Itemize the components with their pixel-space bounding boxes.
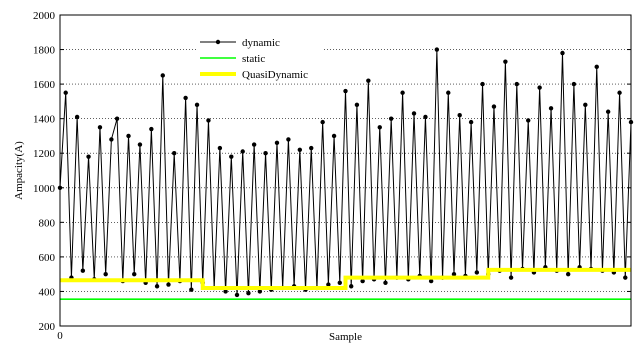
data-point-dynamic [337,280,342,286]
data-point-dynamic [354,102,360,108]
legend-label-quasidynamic: QuasiDynamic [242,69,308,81]
y-tick-label: 400 [39,286,56,298]
data-point-dynamic [583,102,588,108]
legend-marker-dynamic [215,39,221,45]
x-axis-label: Sample [329,331,362,343]
data-point-dynamic [411,111,417,116]
y-tick-label: 600 [39,252,56,264]
data-point-dynamic [223,289,228,294]
data-point-dynamic [508,275,514,280]
data-point-dynamic [137,142,143,147]
data-point-dynamic [388,116,394,121]
series-layer [57,47,634,301]
data-point-dynamic [617,90,622,95]
data-point-dynamic [234,292,240,298]
data-point-dynamic [503,59,508,64]
data-point-dynamic [229,154,234,159]
data-point-dynamic [526,118,531,123]
data-point-dynamic [457,113,462,118]
data-point-dynamic [548,106,554,111]
data-point-dynamic [309,145,314,151]
data-point-dynamic [565,271,571,277]
y-tick-label: 1400 [33,114,56,126]
data-point-dynamic [126,133,131,139]
data-point-dynamic [366,78,371,83]
data-point-dynamic [183,95,188,101]
data-point-dynamic [149,126,154,132]
data-point-dynamic [172,151,177,156]
data-point-dynamic [623,275,628,280]
data-point-dynamic [514,81,519,87]
data-point-dynamic [343,88,348,94]
data-point-dynamic [160,73,165,78]
data-point-dynamic [263,151,268,156]
data-point-dynamic [605,109,611,114]
y-axis-label: Ampacity(A) [13,141,25,200]
data-point-dynamic [132,271,137,277]
y-tick-label: 2000 [33,10,56,22]
data-point-dynamic [246,290,251,296]
data-point-dynamic [434,47,440,52]
data-point-dynamic [286,137,291,142]
data-point-dynamic [360,278,365,284]
data-point-dynamic [97,125,103,130]
data-point-dynamic [154,284,160,289]
data-point-dynamic [86,154,91,159]
y-tick-label: 1800 [33,45,56,57]
data-point-dynamic [537,85,542,90]
data-point-dynamic [189,287,194,292]
data-point-dynamic [480,81,485,87]
y-tick-label: 1000 [33,183,56,195]
data-point-dynamic [468,119,474,125]
data-point-dynamic [571,81,577,87]
data-point-dynamic [320,119,325,125]
data-point-dynamic [594,64,599,70]
y-tick-label: 800 [39,217,56,229]
data-point-dynamic [217,145,223,151]
x-tick-label: 0 [57,330,63,342]
data-point-dynamic [257,289,263,294]
y-ticks: 200 400 600 800 1000 1200 1400 1600 1800 2000 [33,10,631,333]
data-point-dynamic [206,118,211,123]
data-point-dynamic [297,147,303,152]
data-point-dynamic [446,90,451,95]
data-point-dynamic [491,104,497,109]
data-point-dynamic [63,90,68,95]
data-point-dynamic [109,137,114,142]
data-point-dynamic [274,140,280,146]
y-tick-label: 200 [39,321,56,333]
data-point-dynamic [349,284,354,289]
plot-frame [59,14,632,327]
legend-label-static: static [242,53,265,65]
data-point-dynamic [451,271,457,277]
legend: dynamic static QuasiDynamic [196,32,324,82]
data-point-dynamic [377,125,382,130]
data-point-dynamic [103,271,108,277]
legend-label-dynamic: dynamic [242,37,280,49]
data-point-dynamic [474,270,480,275]
data-point-dynamic [423,114,428,120]
data-point-dynamic [560,50,565,56]
data-point-dynamic [331,133,337,139]
data-point-dynamic [251,142,257,147]
data-point-dynamic [166,282,171,287]
data-point-dynamic [240,149,245,154]
data-point-dynamic [326,282,331,287]
data-point-dynamic [114,116,120,121]
grid [60,49,631,292]
data-point-dynamic [80,268,86,273]
plot-area [60,15,631,326]
data-point-dynamic [383,280,388,286]
y-tick-label: 1600 [33,79,56,91]
y-tick-label: 1200 [33,148,56,160]
x-ticks: 0 [57,330,63,342]
series-line-quasidynamic [60,267,631,290]
data-point-dynamic [74,114,80,120]
data-point-dynamic [428,278,434,284]
data-point-dynamic [194,102,200,108]
data-point-dynamic [400,90,405,95]
